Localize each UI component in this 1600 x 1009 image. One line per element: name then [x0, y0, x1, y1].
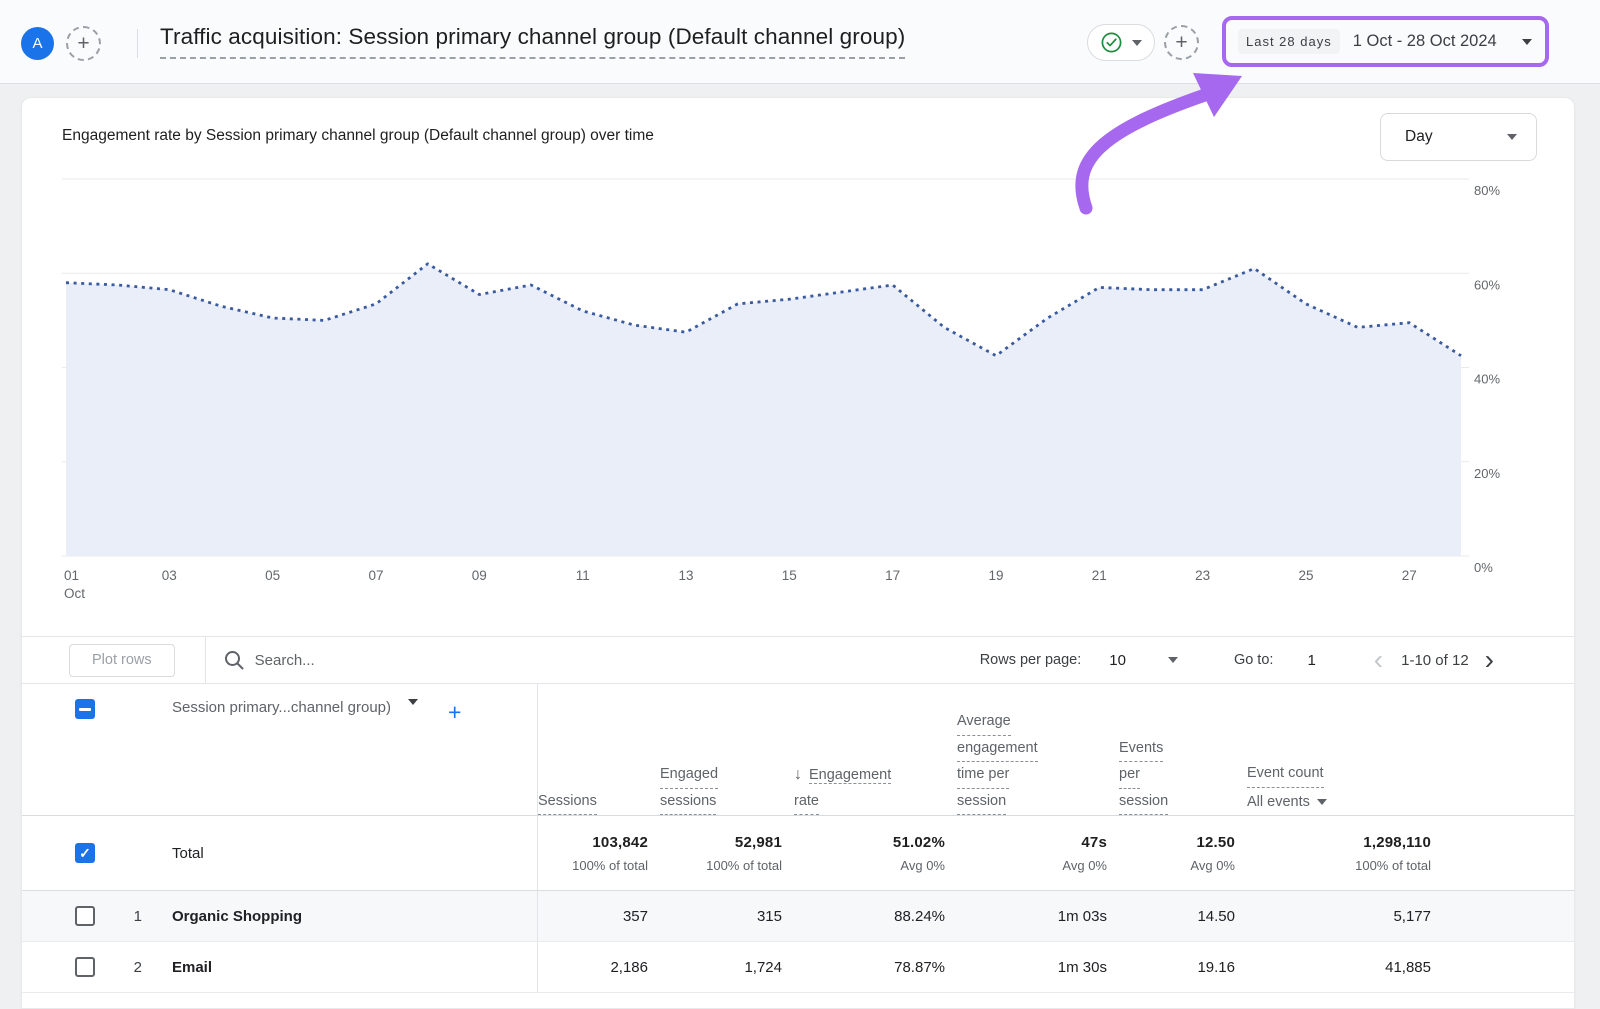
channel-name: Email [172, 958, 213, 976]
total-events-per-session: 12.50 Avg 0% [1190, 833, 1235, 873]
svg-text:23: 23 [1195, 568, 1210, 583]
avatar[interactable]: A [21, 27, 54, 60]
row-number-header [110, 684, 154, 815]
chevron-down-icon [1316, 799, 1327, 806]
app-header: A + Traffic acquisition: Session primary… [0, 0, 1600, 84]
column-header-engaged-sessions[interactable]: Engaged sessions [660, 684, 794, 815]
controls-divider [204, 636, 206, 684]
search-input[interactable] [254, 651, 615, 669]
svg-text:11: 11 [576, 568, 590, 583]
add-comparison-button[interactable]: + [66, 26, 101, 61]
total-avg-engagement-time: 47s Avg 0% [1062, 833, 1107, 873]
header-checkbox-cell [22, 684, 110, 815]
svg-text:07: 07 [368, 568, 383, 583]
pagination-status: 1-10 of 12 [1401, 651, 1469, 669]
column-header-avg-engagement-time[interactable]: Average engagement time per session [957, 684, 1119, 815]
sort-descending-icon: ↓ [794, 766, 802, 783]
table-controls: Plot rows Rows per page: 10 Go to: 1 ‹ 1… [22, 636, 1574, 684]
chevron-down-icon [1522, 38, 1532, 45]
chart-title: Engagement rate by Session primary chann… [62, 127, 654, 144]
svg-text:17: 17 [885, 568, 900, 583]
rows-per-page-value[interactable]: 10 [1109, 651, 1126, 669]
go-to-label: Go to: [1233, 652, 1274, 668]
total-event-count: 1,298,110 100% of total [1355, 833, 1431, 873]
rows-per-page-label: Rows per page: [979, 652, 1082, 668]
date-preset-chip[interactable]: Last 28 days [1238, 29, 1340, 54]
area-chart-svg: 0% 20% 40% 60% 80% 01 Oct 03 05 07 09 11 13 15 17 19 21 2… [62, 178, 1500, 601]
plus-icon: + [1175, 30, 1188, 54]
plot-rows-button[interactable]: Plot rows [69, 643, 175, 677]
svg-text:09: 09 [472, 568, 487, 583]
table-total-row: ✓ Total 103,842 100% of total 52,981 100% … [22, 816, 1574, 891]
table-header-row: Session primary...channel group) + Sessi… [22, 684, 1574, 816]
go-to-value[interactable]: 1 [1307, 651, 1316, 669]
svg-text:27: 27 [1402, 568, 1417, 583]
total-label: Total [172, 844, 204, 862]
row-checkbox[interactable] [75, 906, 95, 926]
report-title[interactable]: Traffic acquisition: Session primary cha… [160, 24, 906, 59]
event-count-filter[interactable]: All events [1247, 790, 1327, 816]
svg-text:03: 03 [162, 568, 177, 583]
chevron-down-icon[interactable] [1167, 657, 1178, 663]
dimension-header[interactable]: Session primary...channel group) + [154, 684, 537, 726]
svg-text:60%: 60% [1474, 277, 1500, 292]
table-row[interactable]: 1 Organic Shopping 357 315 88.24% 1m 03s… [22, 891, 1574, 942]
dimension-header-label: Session primary...channel group) [172, 699, 391, 716]
chevron-down-icon [408, 699, 418, 705]
column-header-engagement-rate[interactable]: ↓ Engagement rate [794, 684, 957, 815]
column-header-event-count[interactable]: Event count All events [1247, 684, 1443, 815]
svg-text:05: 05 [265, 568, 280, 583]
check-circle-icon [1101, 32, 1122, 53]
header-divider [137, 29, 138, 58]
svg-text:19: 19 [988, 568, 1003, 583]
total-sessions: 103,842 100% of total [537, 816, 660, 890]
engagement-rate-chart: 0% 20% 40% 60% 80% 01 Oct 03 05 07 09 11 13 15 17 19 21 2… [22, 171, 1576, 611]
svg-text:0%: 0% [1474, 560, 1493, 575]
table-row[interactable]: 2 Email 2,186 1,724 78.87% 1m 30s 19.16 … [22, 942, 1574, 993]
svg-text:40%: 40% [1474, 372, 1500, 387]
column-header-sessions[interactable]: Sessions [537, 684, 660, 815]
svg-text:Oct: Oct [64, 586, 85, 601]
prev-page-icon: ‹ [1373, 644, 1384, 675]
svg-text:80%: 80% [1474, 183, 1500, 198]
svg-text:20%: 20% [1474, 466, 1500, 481]
plus-icon: + [77, 31, 90, 55]
total-engaged-sessions: 52,981 100% of total [706, 833, 782, 873]
granularity-select[interactable]: Day [1380, 113, 1537, 161]
svg-text:25: 25 [1298, 568, 1313, 583]
svg-text:01: 01 [64, 568, 79, 583]
svg-text:13: 13 [678, 568, 693, 583]
granularity-value: Day [1405, 128, 1433, 145]
add-report-button[interactable]: + [1164, 25, 1199, 60]
date-range-highlight: Last 28 days 1 Oct - 28 Oct 2024 [1222, 16, 1549, 67]
channel-name: Organic Shopping [172, 907, 302, 925]
report-status-button[interactable] [1087, 24, 1155, 61]
data-table: Session primary...channel group) + Sessi… [22, 684, 1574, 993]
total-engagement-rate: 51.02% Avg 0% [892, 833, 945, 873]
search-icon [224, 651, 244, 670]
chevron-down-icon [1132, 39, 1142, 46]
column-header-events-per-session[interactable]: Events per session [1119, 684, 1247, 815]
row-checkbox[interactable] [75, 957, 95, 977]
select-all-checkbox[interactable] [75, 699, 95, 719]
next-page-icon[interactable]: › [1484, 644, 1494, 675]
svg-text:21: 21 [1092, 568, 1107, 583]
chevron-down-icon [1507, 134, 1517, 140]
add-dimension-button[interactable]: + [448, 699, 462, 725]
svg-text:15: 15 [782, 568, 797, 583]
report-card: Engagement rate by Session primary chann… [21, 97, 1575, 1009]
total-row-checkbox[interactable]: ✓ [75, 843, 95, 863]
date-range-selector[interactable]: 1 Oct - 28 Oct 2024 [1352, 32, 1497, 50]
